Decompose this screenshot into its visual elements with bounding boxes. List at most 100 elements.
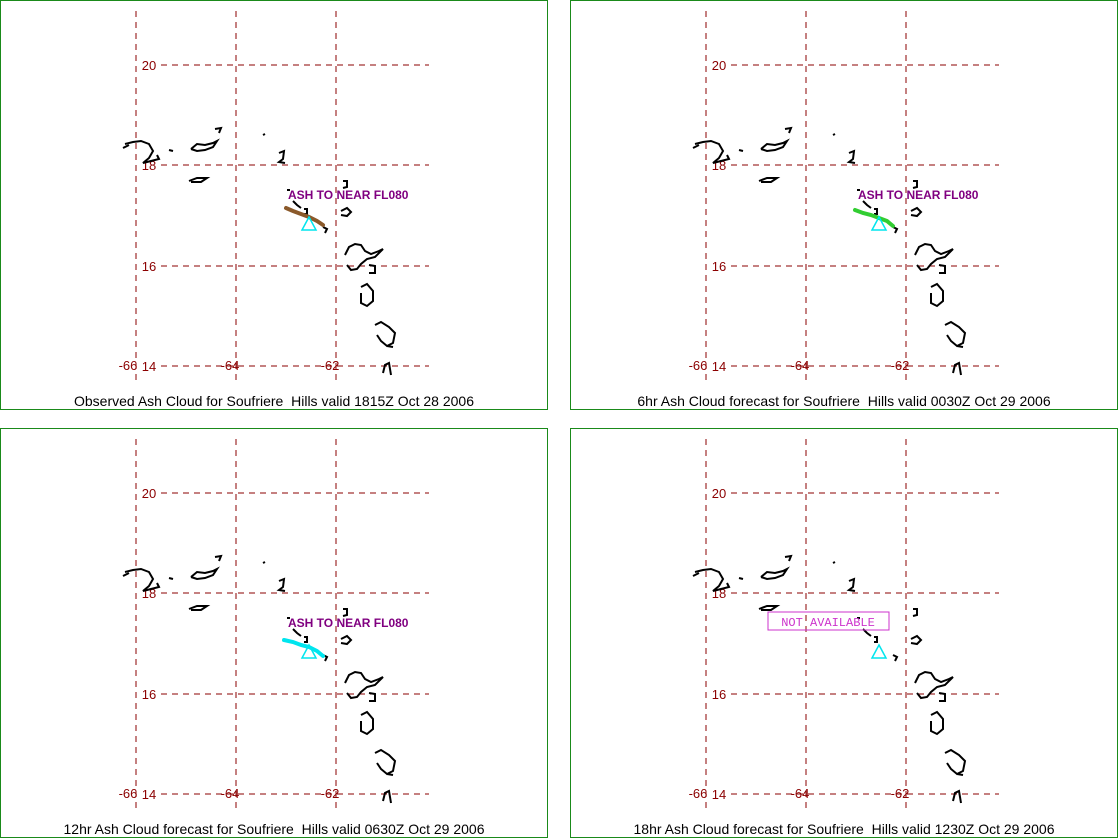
map-panel-3: 20 18 16 14 -66 -64 -62 ASH TO NEAR FL080 12hr A… (0, 428, 548, 838)
lon-label: -66 (689, 358, 708, 373)
coastline-montserrat (874, 208, 878, 215)
coastline-vieques (738, 577, 744, 580)
lon-label: -66 (689, 786, 708, 801)
coastline-virgin-islands-2 (214, 554, 223, 562)
coastline-virgin-islands-1 (760, 138, 790, 153)
coastline-guadeloupe (914, 242, 954, 272)
not-available-label: NOT AVAILABLE (781, 616, 875, 630)
coastline-virgin-islands-1 (190, 566, 220, 581)
lon-label: -66 (119, 786, 138, 801)
coastline-les-saintes (322, 226, 329, 234)
lat-label: 20 (712, 58, 726, 73)
coastline-anguilla (262, 561, 266, 564)
coastline-barbuda (912, 180, 918, 189)
coastline-guadeloupe (344, 242, 384, 272)
volcano-marker-icon (870, 215, 888, 231)
coastline-st-lucia (382, 361, 392, 376)
coastline-st-croix (758, 605, 781, 611)
coastline-st-croix (188, 177, 211, 183)
coastline-dominica (930, 282, 944, 308)
coastline-marie-galante (368, 264, 376, 274)
coastline-barbuda (342, 608, 348, 617)
lon-label: -64 (221, 786, 240, 801)
coastline-martinique-south (956, 345, 964, 348)
coastline-vieques (168, 577, 174, 580)
lon-label: -62 (891, 786, 910, 801)
coastline-virgin-islands-2 (784, 126, 793, 134)
coastline-st-croix (758, 177, 781, 183)
coastline-virgin-islands-1 (190, 138, 220, 153)
lat-label: 14 (712, 359, 726, 374)
coastline-dominica (360, 710, 374, 736)
coastline-barbuda (342, 180, 348, 189)
coastline-puerto-rico-east (122, 572, 130, 577)
coastline-dominica (930, 710, 944, 736)
coastline-nevis (292, 628, 302, 637)
coastline-anguilla (832, 133, 836, 136)
coastline-virgin-islands-1 (760, 566, 790, 581)
coastline-guadeloupe (344, 670, 384, 700)
panel-caption: 18hr Ash Cloud forecast for Soufriere Hi… (633, 821, 1055, 837)
lat-label: 14 (142, 787, 156, 802)
coastline-guadeloupe (914, 670, 954, 700)
coastline-puerto-rico-east (692, 572, 700, 577)
coastline-dominica (360, 282, 374, 308)
coastline-st-croix (188, 605, 211, 611)
lon-label: -62 (891, 358, 910, 373)
coastline-marie-galante (938, 692, 946, 702)
ash-height-annotation: ASH TO NEAR FL080 (858, 188, 979, 202)
ash-cloud-area (282, 638, 325, 658)
coastline-martinique (944, 748, 967, 776)
coastline-nevis (292, 200, 302, 209)
coastline-st-martin (846, 577, 856, 592)
lat-label: 20 (142, 58, 156, 73)
coastline-puerto-rico (694, 567, 731, 592)
coastline-marie-galante (938, 264, 946, 274)
ash-cloud-area (853, 208, 895, 228)
coastline-martinique-south (956, 773, 964, 776)
coastline-martinique (374, 320, 397, 348)
lon-label: -66 (119, 358, 138, 373)
lat-label: 14 (712, 787, 726, 802)
coastline-martinique (374, 748, 397, 776)
coastline-vieques (738, 149, 744, 152)
lon-label: -64 (791, 786, 810, 801)
coastline-st-martin (276, 577, 286, 592)
coastline-virgin-islands-2 (214, 126, 223, 134)
coastline-les-saintes (892, 654, 899, 662)
coastline-puerto-rico-east (122, 144, 130, 149)
coastline-montserrat (304, 636, 308, 643)
coastline-nevis (862, 200, 872, 209)
coastline-martinique (944, 320, 967, 348)
coastline-antigua (340, 634, 353, 646)
lon-label: -62 (321, 358, 340, 373)
coastline-st-martin (276, 149, 286, 164)
map-panel-1: 20 18 16 14 -66 -64 -62 ASH TO NEAR FL080 Observ… (0, 0, 548, 410)
panel-caption: 6hr Ash Cloud forecast for Soufriere Hil… (637, 393, 1051, 409)
lat-label: 14 (142, 359, 156, 374)
coastline-montserrat (874, 636, 878, 643)
coastline-st-martin (846, 149, 856, 164)
coastline-antigua (910, 206, 923, 218)
coastline-martinique-south (386, 345, 394, 348)
lon-label: -64 (221, 358, 240, 373)
coastline-barbuda (912, 608, 918, 617)
coastline-antigua (910, 634, 923, 646)
coastline-antigua (340, 206, 353, 218)
lat-label: 20 (712, 486, 726, 501)
map-panel-4: 20 18 16 14 -66 -64 -62 NOT AVAILABLE 18hr Ash C… (570, 428, 1118, 838)
lat-label: 16 (142, 259, 156, 274)
panel-caption: 12hr Ash Cloud forecast for Soufriere Hi… (63, 821, 485, 837)
coastline-anguilla (832, 561, 836, 564)
coastline-st-lucia (952, 361, 962, 376)
coastline-marie-galante (368, 692, 376, 702)
coastline-puerto-rico (694, 139, 731, 164)
ash-height-annotation: ASH TO NEAR FL080 (288, 188, 409, 202)
coastline-st-lucia (952, 789, 962, 804)
coastline-puerto-rico (124, 139, 161, 164)
volcano-marker-icon (300, 643, 318, 659)
